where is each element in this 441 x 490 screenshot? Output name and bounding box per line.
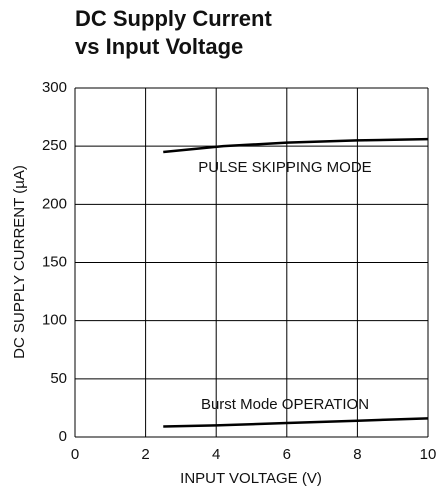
x-tick-label: 0: [71, 446, 79, 463]
x-tick-label: 8: [353, 446, 361, 463]
line: [163, 417, 429, 428]
y-tick-label: 300: [42, 79, 67, 96]
chart-title: DC Supply Current: [75, 6, 272, 31]
x-axis-label: INPUT VOLTAGE (V): [180, 470, 322, 487]
y-tick-label: 250: [42, 137, 67, 154]
x-tick-label: 2: [141, 446, 149, 463]
chart-title: vs Input Voltage: [75, 34, 243, 59]
line: [163, 137, 429, 154]
y-axis-label: DC SUPPLY CURRENT (µA): [11, 165, 28, 359]
series-label: PULSE SKIPPING MODE: [198, 159, 371, 176]
y-tick-label: 200: [42, 195, 67, 212]
y-tick-label: 100: [42, 312, 67, 329]
x-tick-label: 6: [283, 446, 291, 463]
x-tick-label: 10: [420, 446, 437, 463]
y-tick-label: 0: [59, 428, 67, 445]
y-tick-label: 50: [50, 370, 67, 387]
series-label: Burst Mode OPERATION: [201, 396, 369, 413]
x-tick-label: 4: [212, 446, 220, 463]
y-tick-label: 150: [42, 253, 67, 270]
